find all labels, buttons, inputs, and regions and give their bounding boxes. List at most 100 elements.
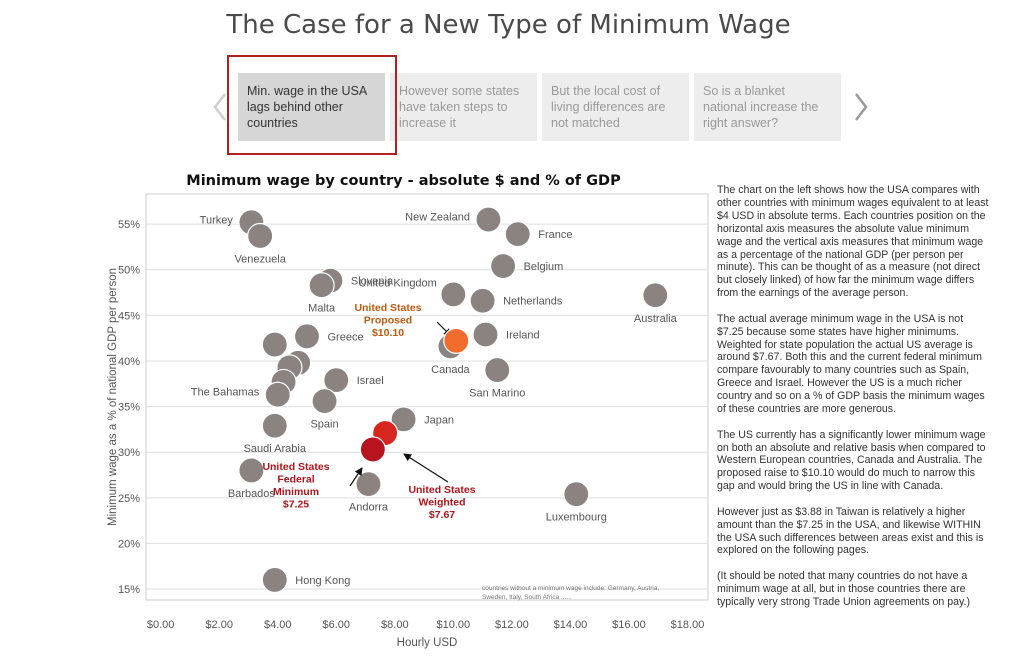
- commentary-paragraph: The actual average minimum wage in the U…: [717, 312, 985, 416]
- data-point: [563, 481, 590, 508]
- commentary-panel: The chart on the left shows how the USA …: [717, 184, 989, 621]
- previous-button[interactable]: [212, 92, 228, 122]
- y-tick-label: 25%: [118, 493, 140, 505]
- x-tick-label: $16.00: [612, 619, 646, 631]
- us-highlight-label: $10.10: [372, 327, 404, 339]
- scatter-chart: 15% 20% 25% 30% 35% 40% 45% 50% 55% $0.00 $2.00 $4.…: [107, 193, 709, 649]
- y-tick-label: 40%: [118, 356, 140, 368]
- x-tick-label: $12.00: [495, 619, 529, 631]
- point-label: Canada: [431, 364, 470, 376]
- chevron-left-icon: [213, 93, 226, 121]
- data-point: [484, 356, 511, 384]
- y-tick-label: 45%: [118, 310, 140, 322]
- us-highlight-label: United States: [408, 484, 475, 496]
- point-label: The Bahamas: [191, 387, 260, 399]
- us-highlight-point: [359, 436, 386, 463]
- data-point: [323, 367, 350, 394]
- point-label: San Marino: [469, 388, 525, 400]
- point-label: Greece: [327, 331, 363, 343]
- storypoint-tab-4[interactable]: So is a blanket national increase the ri…: [694, 73, 841, 141]
- data-point: [390, 406, 417, 433]
- x-tick-label: $4.00: [264, 619, 292, 631]
- point-label: Belgium: [524, 261, 564, 273]
- chevron-right-icon: [855, 93, 868, 121]
- point-label: Israel: [357, 375, 384, 387]
- next-button[interactable]: [853, 92, 869, 122]
- data-point: [261, 412, 288, 439]
- data-point: [355, 471, 382, 498]
- data-point: [247, 222, 274, 250]
- y-tick-label: 20%: [118, 538, 140, 550]
- storypoint-tab-3[interactable]: But the local cost of living differences…: [542, 73, 689, 141]
- x-tick-label: $6.00: [322, 619, 350, 631]
- y-tick-label: 50%: [118, 265, 140, 277]
- data-point: [261, 566, 288, 594]
- storypoint-tab-2[interactable]: However some states have taken steps to …: [390, 73, 537, 141]
- us-highlight-label: $7.67: [429, 509, 455, 521]
- active-tab-highlight: [227, 55, 397, 155]
- y-axis-title: Minimum wage as a % of national GDP per …: [107, 268, 119, 526]
- data-point: [472, 321, 499, 348]
- data-point: [308, 272, 335, 299]
- us-highlight-label: Weighted: [418, 497, 465, 509]
- annotation-arrow: [349, 467, 363, 487]
- x-tick-label: $2.00: [205, 619, 233, 631]
- us-highlight-label: Proposed: [364, 315, 412, 327]
- point-label: Turkey: [200, 214, 234, 226]
- y-tick-label: 35%: [118, 402, 140, 414]
- y-tick-label: 55%: [118, 219, 140, 231]
- data-point: [261, 331, 288, 358]
- point-label: Hong Kong: [295, 575, 350, 587]
- point-label: United Kingdom: [359, 277, 437, 289]
- storypoint-tab-label: However some states have taken steps to …: [399, 84, 520, 130]
- point-label: Venezuela: [234, 253, 286, 265]
- data-point: [490, 252, 517, 280]
- storypoint-tab-label: But the local cost of living differences…: [551, 84, 666, 130]
- point-label: Spain: [310, 419, 338, 431]
- plot-area: [145, 193, 709, 601]
- data-point: [311, 388, 338, 415]
- chart-title: Minimum wage by country - absolute $ and…: [186, 173, 621, 189]
- point-label: Japan: [424, 414, 454, 426]
- x-tick-label: $14.00: [554, 619, 588, 631]
- x-tick-label: $0.00: [147, 619, 175, 631]
- us-highlight-label: United States: [354, 302, 421, 314]
- point-label: Luxembourg: [546, 512, 607, 524]
- footnote: countries without a minimum wage include…: [482, 585, 659, 592]
- data-point: [440, 281, 467, 308]
- point-label: New Zealand: [405, 212, 470, 224]
- x-axis-title: Hourly USD: [397, 637, 458, 649]
- point-label: France: [538, 229, 572, 241]
- us-highlight-label: Minimum: [273, 486, 319, 498]
- x-tick-label: $8.00: [381, 619, 409, 631]
- data-point: [469, 287, 496, 314]
- point-label: Saudi Arabia: [244, 443, 307, 455]
- x-tick-label: $10.00: [437, 619, 471, 631]
- x-tick-label: $18.00: [671, 619, 705, 631]
- point-label: Barbados: [228, 488, 276, 500]
- storypoint-tab-1[interactable]: Min. wage in the USA lags behind other c…: [238, 73, 385, 141]
- us-highlight-point: [443, 327, 470, 354]
- us-highlight-label: Federal: [277, 474, 314, 486]
- data-point: [642, 282, 669, 309]
- y-tick-label: 30%: [118, 447, 140, 459]
- data-point: [238, 457, 265, 484]
- point-label: Slovenia: [351, 276, 394, 288]
- storypoint-tab-label: So is a blanket national increase the ri…: [703, 84, 819, 130]
- footnote: Sweden, Italy, South Africa ......: [482, 594, 572, 601]
- annotation-arrow: [403, 453, 449, 483]
- commentary-paragraph: (It should be noted that many countries …: [717, 569, 970, 608]
- storypoint-tab-label: Min. wage in the USA lags behind other c…: [247, 84, 367, 130]
- data-point: [475, 206, 502, 233]
- data-point: [264, 381, 291, 408]
- point-label: Ireland: [506, 330, 540, 342]
- data-point: [504, 221, 531, 248]
- point-label: Andorra: [349, 502, 389, 514]
- commentary-paragraph: However just as $3.88 in Taiwan is relat…: [717, 505, 984, 557]
- page-title: The Case for a New Type of Minimum Wage: [226, 10, 791, 40]
- point-label: Malta: [308, 303, 336, 315]
- data-point: [293, 323, 321, 350]
- point-label: Netherlands: [503, 296, 563, 308]
- y-tick-label: 15%: [118, 584, 140, 596]
- point-label: Australia: [634, 313, 678, 325]
